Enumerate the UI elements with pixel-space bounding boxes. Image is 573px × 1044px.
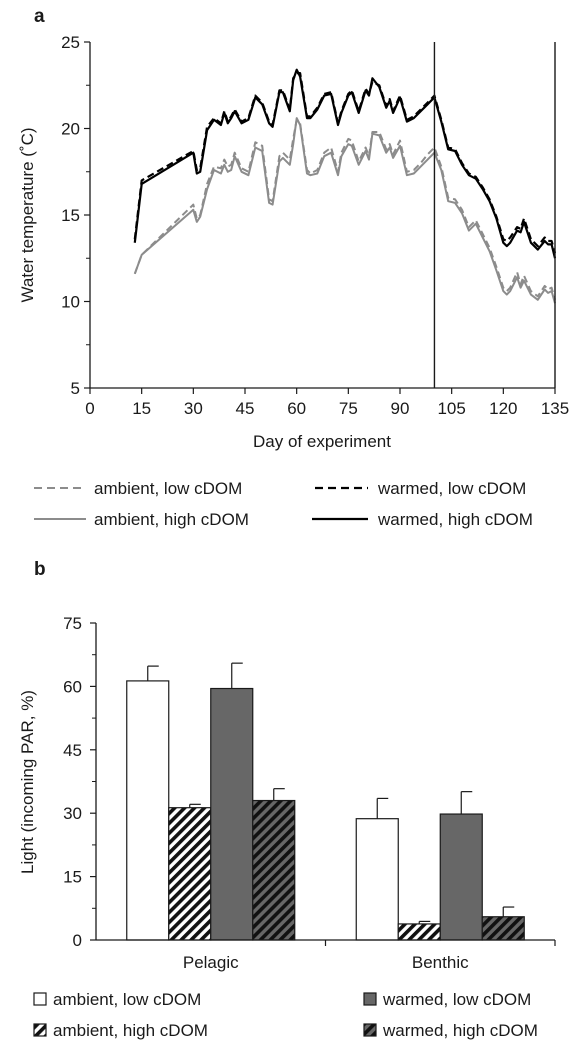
legend-a-label-ambient-high: ambient, high cDOM	[94, 510, 249, 529]
panel-a-x-axis-title: Day of experiment	[253, 432, 391, 451]
b-ytick-label: 15	[63, 868, 82, 887]
panel-a-y-ticks: 5 10 15 20 25	[61, 33, 90, 398]
b-category-label: Benthic	[412, 953, 469, 972]
a-xtick-label: 0	[85, 399, 94, 418]
legend-b-swatch-warmed-low	[363, 992, 377, 1006]
a-ytick-label: 25	[61, 33, 80, 52]
b-bar	[355, 818, 399, 941]
a-series-line-3	[133, 68, 557, 259]
a-ytick-label: 20	[61, 120, 80, 139]
panel-b-letter: b	[34, 559, 46, 580]
a-series-line-2	[133, 117, 556, 304]
b-bar	[168, 807, 212, 941]
a-xtick-label: 30	[184, 399, 203, 418]
panel-a-legend: ambient, low cDOM ambient, high cDOM war…	[34, 479, 533, 529]
a-ytick-label: 10	[61, 293, 80, 312]
panel-a: a 5 10 15 20 25 0 15 30 45 60 75 90 105 120 135 Day o…	[18, 6, 569, 451]
b-ytick-label: 45	[63, 741, 82, 760]
panel-b-y-ticks: 0 15 30 45 60 75	[63, 614, 96, 950]
a-series-line-1	[133, 71, 557, 254]
b-bar	[210, 687, 254, 941]
panel-a-vertical-markers	[433, 42, 556, 388]
panel-a-letter: a	[34, 6, 45, 27]
legend-a-label-ambient-low: ambient, low cDOM	[94, 479, 242, 498]
legend-b-label-warmed-high: warmed, high cDOM	[382, 1021, 538, 1040]
panel-b: b 0 15 30 45 60 75 Pelagic Benthic Light (inco…	[18, 559, 556, 972]
legend-a-label-warmed-low: warmed, low cDOM	[377, 479, 526, 498]
b-bar	[126, 680, 170, 941]
b-ytick-label: 0	[73, 931, 82, 950]
a-xtick-label: 45	[236, 399, 255, 418]
a-ytick-label: 15	[61, 206, 80, 225]
a-xtick-label: 105	[437, 399, 465, 418]
b-bar	[397, 923, 441, 941]
panel-a-series-lines	[133, 68, 557, 304]
legend-b-swatch-ambient-high	[33, 1023, 47, 1037]
panel-a-y-axis-title: Water temperature (˚C)	[18, 127, 37, 302]
panel-b-x-ticks: Pelagic Benthic	[183, 940, 556, 972]
b-ytick-label: 75	[63, 614, 82, 633]
legend-b-label-ambient-low: ambient, low cDOM	[53, 990, 201, 1009]
panel-b-legend: ambient, low cDOM ambient, high cDOM war…	[33, 990, 538, 1040]
b-bar	[252, 799, 296, 941]
a-xtick-label: 75	[339, 399, 358, 418]
legend-b-label-warmed-low: warmed, low cDOM	[382, 990, 531, 1009]
a-series-line-0	[133, 118, 556, 301]
b-ytick-label: 60	[63, 677, 82, 696]
b-bar	[481, 916, 525, 941]
a-xtick-label: 135	[541, 399, 569, 418]
a-xtick-label: 120	[489, 399, 517, 418]
panel-b-y-axis-title: Light (incoming PAR, %)	[18, 690, 37, 874]
legend-b-swatch-warmed-high	[363, 1023, 377, 1037]
panel-a-x-ticks: 0 15 30 45 60 75 90 105 120 135	[85, 388, 569, 418]
a-xtick-label: 15	[132, 399, 151, 418]
a-xtick-label: 90	[391, 399, 410, 418]
b-category-label: Pelagic	[183, 953, 239, 972]
b-ytick-label: 30	[63, 804, 82, 823]
b-bar	[439, 813, 483, 941]
panel-b-bars	[126, 662, 525, 941]
legend-a-label-warmed-high: warmed, high cDOM	[377, 510, 533, 529]
legend-b-swatch-ambient-low	[33, 992, 47, 1006]
a-ytick-label: 5	[71, 379, 80, 398]
a-xtick-label: 60	[287, 399, 306, 418]
legend-b-label-ambient-high: ambient, high cDOM	[53, 1021, 208, 1040]
